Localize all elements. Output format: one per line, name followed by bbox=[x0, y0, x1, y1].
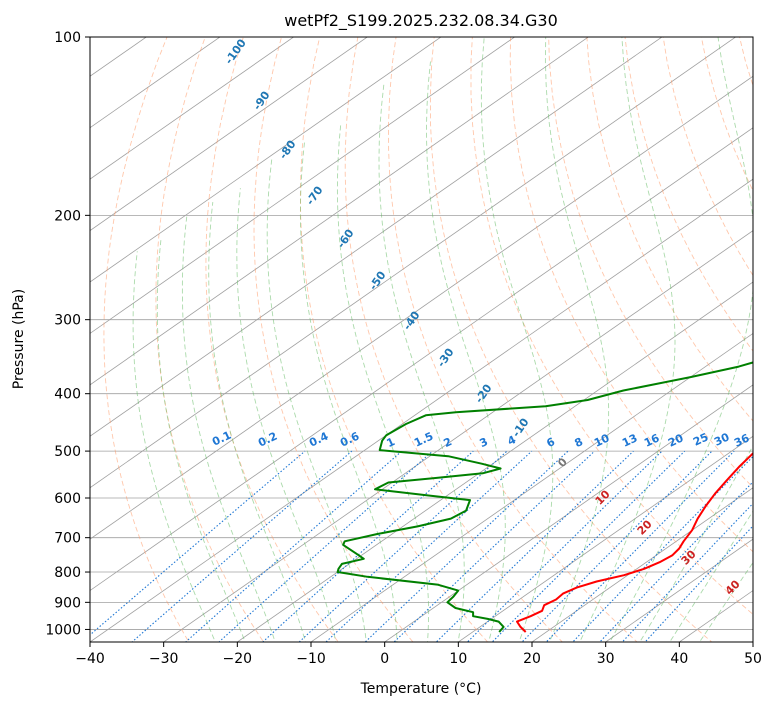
plot-frame bbox=[89, 36, 754, 643]
mixing-ratio-label: 30 bbox=[712, 430, 732, 448]
dry-adiabat-line bbox=[624, 37, 753, 352]
x-tick-label: −40 bbox=[75, 651, 105, 667]
mixing-ratio-line bbox=[466, 450, 663, 642]
isotherm-line bbox=[90, 37, 737, 489]
mixing-ratio-label: 16 bbox=[642, 431, 662, 449]
y-tick-label: 500 bbox=[54, 444, 81, 460]
dewpoint-profile-line bbox=[336, 361, 753, 633]
moist-adiabat-line bbox=[181, 215, 276, 642]
mixing-ratio-line bbox=[393, 450, 595, 642]
dry-adiabat-line bbox=[299, 37, 489, 642]
mixing-ratio-line bbox=[545, 450, 735, 642]
mixing-ratio-label: 13 bbox=[620, 431, 639, 449]
mixing-ratio-line bbox=[435, 450, 634, 642]
x-tick-label: 30 bbox=[597, 651, 615, 667]
isotherm-line bbox=[457, 435, 753, 642]
mixing-ratio-line bbox=[298, 450, 508, 642]
moist-adiabat-line bbox=[336, 123, 430, 642]
mixing-ratio-label: 25 bbox=[691, 430, 710, 448]
mixing-ratio-line bbox=[572, 455, 753, 642]
y-tick-label: 700 bbox=[54, 531, 81, 547]
moist-adiabat-line bbox=[699, 561, 753, 642]
mixing-ratio-line bbox=[491, 450, 686, 642]
moist-adiabat-line bbox=[669, 510, 753, 642]
mixing-ratio-line bbox=[261, 450, 474, 642]
moist-adiabat-line bbox=[639, 444, 753, 642]
y-tick-label: 600 bbox=[54, 491, 81, 507]
mixing-ratio-label: 10 bbox=[592, 431, 612, 449]
moist-adiabat-line bbox=[266, 157, 367, 642]
isotherm-line bbox=[310, 332, 753, 642]
moist-adiabat-line bbox=[299, 141, 398, 642]
moist-adiabat-line bbox=[236, 188, 337, 642]
moist-adiabat-line bbox=[579, 37, 676, 642]
dry-adiabat-line bbox=[155, 37, 265, 642]
moist-adiabat-line bbox=[378, 83, 465, 642]
isotherm-line bbox=[604, 538, 753, 642]
isotherm-line bbox=[90, 37, 442, 283]
x-tick-label: 40 bbox=[670, 651, 688, 667]
mixing-ratio-line bbox=[325, 450, 533, 642]
moist-adiabat-line bbox=[544, 37, 610, 642]
mixing-ratio-label: 20 bbox=[666, 431, 686, 449]
moist-adiabat-line bbox=[132, 251, 216, 642]
moist-adiabat-line bbox=[609, 37, 753, 642]
dry-adiabat-line bbox=[429, 37, 713, 642]
y-tick-label: 200 bbox=[54, 208, 81, 224]
plot-grid bbox=[90, 37, 753, 642]
dry-adiabat-line bbox=[470, 37, 753, 615]
dry-adiabat-line bbox=[205, 37, 339, 642]
isotherm-line bbox=[90, 37, 295, 180]
mixing-ratio-line bbox=[218, 450, 433, 642]
chart-title: wetPf2_S199.2025.232.08.34.G30 bbox=[284, 11, 558, 31]
mixing-ratio-line bbox=[364, 450, 569, 642]
x-tick-label: −10 bbox=[296, 651, 326, 667]
moist-adiabat-line bbox=[480, 37, 554, 642]
x-tick-label: 0 bbox=[380, 651, 389, 667]
y-tick-label: 1000 bbox=[45, 622, 81, 638]
isotherm-line bbox=[236, 281, 753, 642]
plot-series bbox=[336, 361, 753, 633]
x-tick-label: −30 bbox=[149, 651, 179, 667]
isotherm-line bbox=[531, 487, 753, 642]
mixing-ratio-line bbox=[184, 450, 403, 642]
isotherm-line bbox=[90, 127, 753, 592]
y-tick-label: 800 bbox=[54, 565, 81, 581]
x-tick-label: −20 bbox=[223, 651, 253, 667]
isotherm-line bbox=[162, 230, 753, 642]
x-tick-label: 10 bbox=[449, 651, 467, 667]
y-tick-label: 900 bbox=[54, 595, 81, 611]
moist-adiabat-line bbox=[426, 61, 506, 642]
isotherm-line bbox=[90, 37, 589, 386]
dry-adiabat-line bbox=[103, 37, 190, 642]
temperature-profile-line bbox=[516, 452, 753, 633]
y-axis-label: Pressure (hPa) bbox=[11, 289, 27, 389]
dry-adiabat-line bbox=[388, 37, 638, 642]
isotherm-line bbox=[90, 75, 753, 540]
x-tick-label: 50 bbox=[744, 651, 762, 667]
axis-ticks: −40 −30 −20 −10 0 10 20 30 40 50 100 200 300 400 500 60… bbox=[45, 30, 762, 667]
mixing-ratio-line bbox=[599, 481, 753, 642]
mixing-ratio-label: 36 bbox=[732, 431, 752, 449]
isotherm-line bbox=[383, 384, 753, 642]
y-tick-label: 400 bbox=[54, 387, 81, 403]
isotherm-line bbox=[90, 37, 663, 437]
moist-adiabat-line bbox=[208, 202, 306, 642]
isotherm-line bbox=[90, 37, 368, 232]
y-tick-label: 300 bbox=[54, 313, 81, 329]
isotherm-line bbox=[90, 178, 753, 642]
mixing-ratio-line bbox=[621, 502, 753, 642]
isotherm-line bbox=[90, 37, 516, 334]
x-tick-label: 20 bbox=[523, 651, 541, 667]
y-tick-label: 100 bbox=[54, 30, 81, 46]
dry-adiabat-line bbox=[253, 37, 414, 642]
moist-adiabat-line bbox=[156, 239, 246, 642]
x-axis-label: Temperature (°C) bbox=[360, 681, 482, 697]
